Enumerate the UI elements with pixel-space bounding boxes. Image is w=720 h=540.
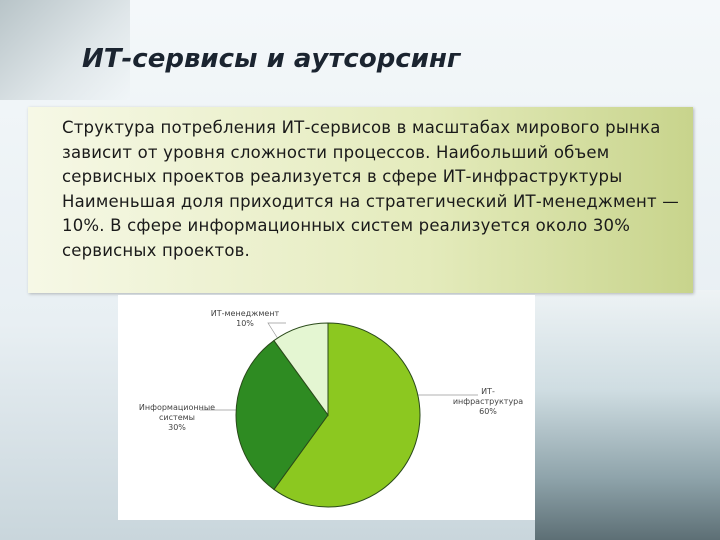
leader-line (267, 322, 286, 343)
slice-label: ИТ-менеджмент 10% (200, 309, 290, 329)
category-label: ИТ-менеджмент (210, 309, 280, 318)
chart: ИТ-инфраструктура 60% Информационные систе… (118, 295, 535, 520)
pie-slice (273, 322, 329, 417)
photo (535, 290, 720, 540)
slide-title: ИТ-сервисы и аутсорсинг (82, 44, 461, 74)
text-box: Структура потребления ИТ-сервисов в масш… (28, 107, 693, 293)
pie-slice (235, 339, 329, 491)
value-label: 10% (236, 319, 254, 328)
pie-slice (273, 322, 421, 508)
category-label: ИТ-инфраструктура (452, 387, 524, 406)
value-label: 30% (168, 423, 186, 432)
value-label: 60% (479, 407, 497, 416)
pie-chart (200, 322, 478, 508)
slice-label: ИТ-инфраструктура 60% (448, 387, 528, 417)
paragraph: Структура потребления ИТ-сервисов в масш… (62, 118, 679, 260)
category-label: Информационные системы (138, 403, 216, 422)
photo (0, 0, 130, 100)
slice-label: Информационные системы 30% (132, 403, 222, 433)
